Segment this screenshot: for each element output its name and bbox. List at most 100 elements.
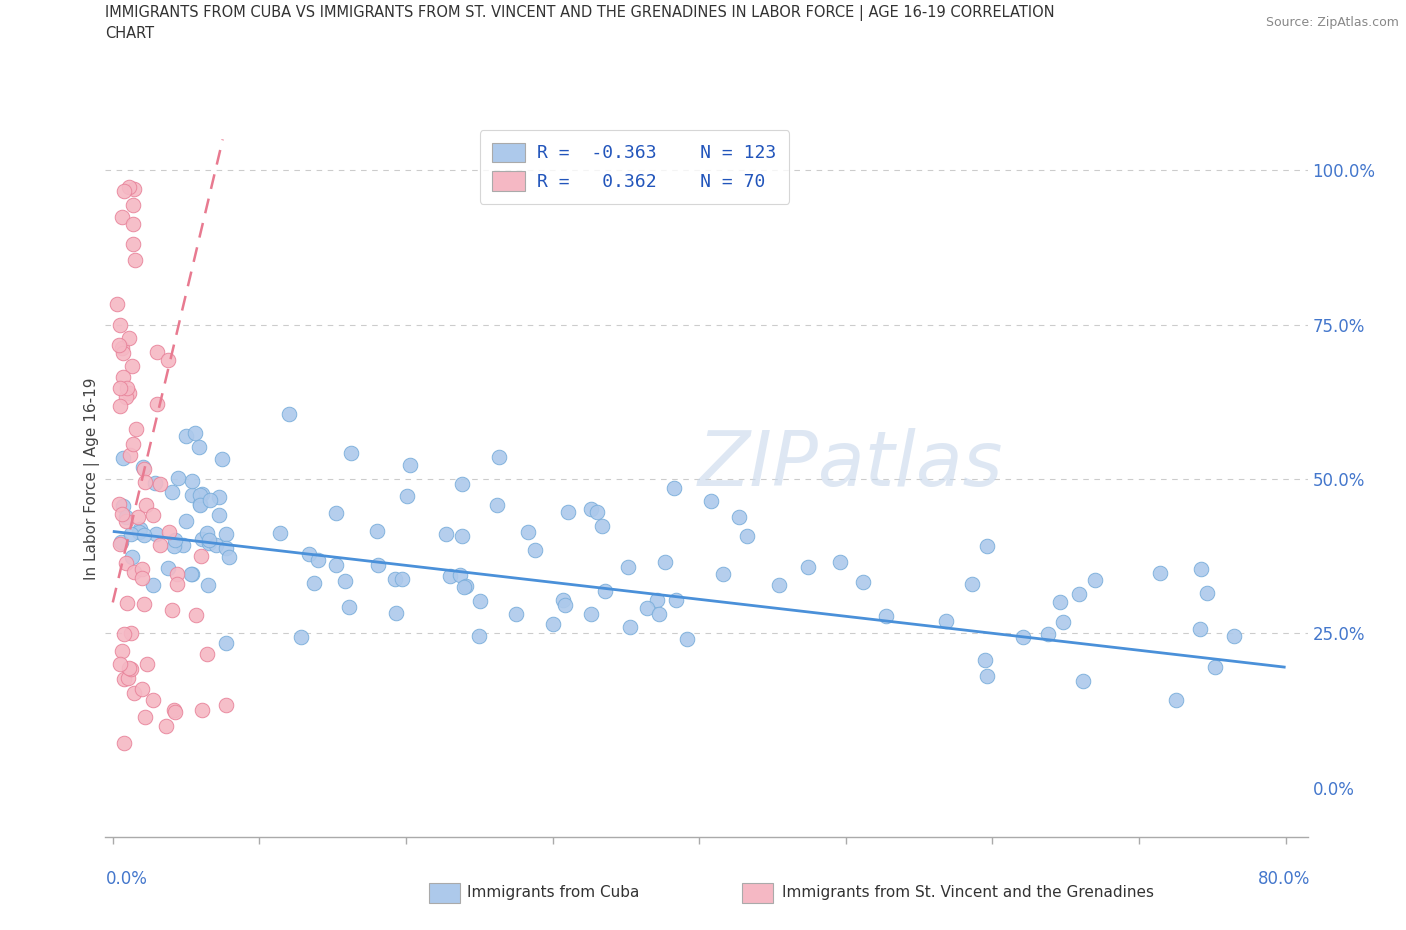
Point bbox=[675, 631, 697, 646]
Point bbox=[142, 508, 165, 523]
Point bbox=[337, 600, 360, 615]
Point bbox=[396, 488, 419, 503]
Point bbox=[960, 577, 983, 591]
Point bbox=[976, 669, 998, 684]
Point bbox=[1195, 585, 1218, 600]
Point bbox=[127, 510, 149, 525]
Point bbox=[485, 498, 508, 512]
Point bbox=[181, 487, 204, 502]
Point bbox=[134, 710, 156, 724]
Text: Source: ZipAtlas.com: Source: ZipAtlas.com bbox=[1265, 16, 1399, 29]
Point bbox=[112, 346, 135, 361]
Point bbox=[1084, 572, 1107, 587]
Point bbox=[665, 592, 688, 607]
Point bbox=[1223, 629, 1246, 644]
Point bbox=[195, 647, 218, 662]
Text: IMMIGRANTS FROM CUBA VS IMMIGRANTS FROM ST. VINCENT AND THE GRENADINES IN LABOR : IMMIGRANTS FROM CUBA VS IMMIGRANTS FROM … bbox=[105, 5, 1054, 20]
Point bbox=[122, 198, 145, 213]
Point bbox=[181, 566, 204, 581]
Point bbox=[797, 560, 820, 575]
Point bbox=[593, 584, 616, 599]
Text: Immigrants from St. Vincent and the Grenadines: Immigrants from St. Vincent and the Gren… bbox=[782, 885, 1154, 900]
Point bbox=[188, 497, 211, 512]
Point bbox=[110, 534, 132, 549]
Point bbox=[195, 525, 218, 540]
Point bbox=[1069, 587, 1091, 602]
Point bbox=[654, 554, 676, 569]
Point bbox=[1049, 595, 1071, 610]
Point bbox=[115, 556, 138, 571]
Point bbox=[166, 566, 188, 581]
Point bbox=[135, 657, 157, 671]
Point bbox=[118, 180, 141, 195]
Point bbox=[516, 525, 538, 539]
Point bbox=[108, 497, 131, 512]
Point bbox=[456, 578, 478, 593]
Point bbox=[134, 528, 156, 543]
Point bbox=[183, 426, 205, 441]
Point bbox=[541, 617, 564, 631]
Point bbox=[111, 498, 134, 513]
Point bbox=[488, 449, 510, 464]
Point bbox=[184, 607, 207, 622]
Point bbox=[134, 475, 156, 490]
Point bbox=[198, 533, 221, 548]
Point bbox=[505, 606, 527, 621]
Point bbox=[114, 672, 136, 687]
Point bbox=[290, 630, 312, 644]
Point bbox=[298, 547, 321, 562]
Point bbox=[159, 525, 181, 539]
Point bbox=[190, 549, 212, 564]
Point bbox=[122, 181, 145, 196]
Point bbox=[160, 485, 183, 499]
Point bbox=[554, 598, 576, 613]
Point bbox=[131, 570, 153, 585]
Point bbox=[1071, 673, 1094, 688]
Legend: R =  -0.363    N = 123, R =   0.362    N = 70: R = -0.363 N = 123, R = 0.362 N = 70 bbox=[479, 130, 789, 204]
Point bbox=[157, 561, 180, 576]
Point bbox=[191, 532, 214, 547]
Point bbox=[121, 359, 143, 374]
Point bbox=[118, 330, 141, 345]
Point bbox=[1052, 615, 1074, 630]
Point bbox=[114, 510, 136, 525]
Point bbox=[111, 507, 134, 522]
Point bbox=[142, 578, 165, 592]
Point bbox=[875, 608, 897, 623]
Point bbox=[1189, 562, 1212, 577]
Text: CHART: CHART bbox=[105, 26, 155, 41]
Point bbox=[163, 538, 186, 553]
Point bbox=[585, 504, 607, 519]
Point bbox=[156, 352, 179, 367]
Point bbox=[1188, 621, 1211, 636]
Point bbox=[198, 493, 221, 508]
Point bbox=[325, 506, 347, 521]
Point bbox=[1012, 630, 1035, 644]
Point bbox=[1038, 627, 1060, 642]
Point bbox=[208, 490, 231, 505]
Point bbox=[117, 380, 139, 395]
Point bbox=[108, 537, 131, 551]
Point bbox=[215, 635, 238, 650]
Point bbox=[579, 606, 602, 621]
Point bbox=[451, 529, 474, 544]
Point bbox=[1166, 693, 1188, 708]
Point bbox=[384, 572, 406, 587]
Point bbox=[579, 502, 602, 517]
Point bbox=[1204, 659, 1226, 674]
Point bbox=[711, 567, 734, 582]
Point bbox=[122, 237, 145, 252]
Point bbox=[218, 550, 240, 565]
Point bbox=[470, 593, 492, 608]
Point bbox=[180, 567, 202, 582]
Point bbox=[181, 474, 204, 489]
Point bbox=[105, 297, 128, 312]
Point bbox=[132, 461, 155, 476]
Point bbox=[188, 439, 211, 454]
Point bbox=[735, 528, 758, 543]
Point bbox=[117, 671, 139, 685]
Point bbox=[146, 396, 169, 411]
Point bbox=[269, 525, 291, 540]
Point bbox=[617, 559, 640, 574]
Point bbox=[453, 579, 475, 594]
